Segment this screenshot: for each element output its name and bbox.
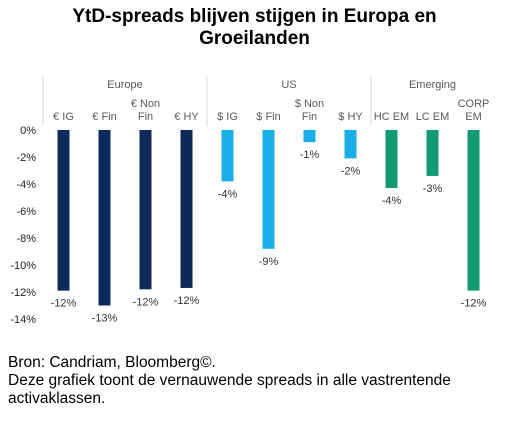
bar: [262, 130, 275, 249]
bar: [303, 130, 316, 143]
group-label: Emerging: [409, 79, 456, 91]
chart-title-line-1: YtD-spreads blijven stijgen in Europa en: [72, 6, 437, 27]
bar: [467, 130, 480, 291]
chart-title: YtD-spreads blijven stijgen in Europa en…: [0, 6, 509, 50]
bar: [57, 130, 70, 291]
y-tick-label: -10%: [10, 260, 36, 272]
category-label: Fin: [302, 111, 317, 123]
category-label: $ HY: [338, 111, 363, 123]
category-label: $ Non: [295, 98, 324, 110]
y-tick-label: -2%: [16, 152, 36, 164]
data-label: -3%: [423, 183, 443, 195]
chart-title-line-2: Groeilanden: [199, 28, 310, 49]
data-label: -4%: [382, 195, 402, 207]
bar: [221, 130, 234, 182]
category-label: CORP: [458, 98, 490, 110]
category-label: HC EM: [374, 111, 409, 123]
chart-footer: Bron: Candriam, Bloomberg©. Deze grafiek…: [8, 354, 503, 408]
category-label: LC EM: [416, 111, 450, 123]
data-label: -13%: [92, 313, 118, 325]
data-label: -4%: [218, 188, 238, 200]
data-label: -2%: [341, 165, 361, 177]
bar: [426, 130, 439, 176]
group-label: Europe: [107, 79, 142, 91]
category-label: € Fin: [92, 111, 116, 123]
data-label: -12%: [461, 298, 487, 310]
y-tick-label: 0%: [20, 125, 36, 137]
group-label: US: [281, 79, 296, 91]
category-label: Fin: [138, 111, 153, 123]
y-tick-label: -8%: [16, 233, 36, 245]
data-label: -1%: [300, 149, 320, 161]
bar: [180, 130, 193, 288]
data-label: -12%: [133, 296, 159, 308]
y-tick-label: -6%: [16, 206, 36, 218]
data-label: -12%: [51, 298, 77, 310]
category-label: $ Fin: [256, 111, 280, 123]
data-label: -9%: [259, 256, 279, 268]
source-note: Bron: Candriam, Bloomberg©.: [8, 354, 216, 371]
data-label: -12%: [174, 295, 200, 307]
category-label: € IG: [53, 111, 74, 123]
category-label: $ IG: [217, 111, 238, 123]
description-line-1: Deze grafiek toont de vernauwende spread…: [8, 372, 451, 389]
bar: [139, 130, 152, 290]
category-label: € Non: [131, 98, 160, 110]
bar: [385, 130, 398, 189]
y-tick-label: -14%: [10, 314, 36, 326]
category-label: € HY: [174, 111, 199, 123]
description-line-2: activaklassen.: [8, 390, 106, 407]
y-tick-label: -12%: [10, 287, 36, 299]
category-label: EM: [465, 111, 482, 123]
bar: [344, 130, 357, 159]
bar: [98, 130, 111, 306]
y-tick-label: -4%: [16, 179, 36, 191]
